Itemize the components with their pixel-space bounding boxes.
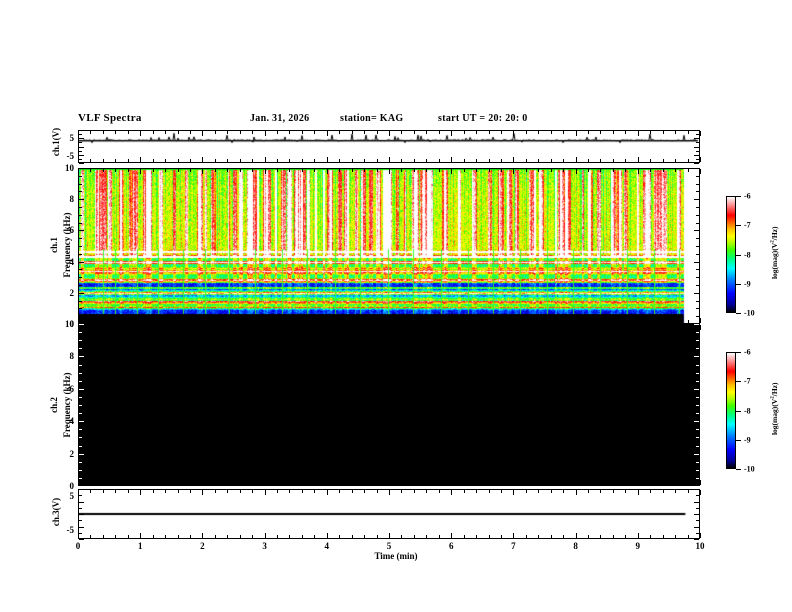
colorbar-tick-label: -8 (744, 250, 751, 259)
x-tick-label: 5 (386, 541, 392, 551)
colorbar-tick-label: -7 (744, 376, 751, 386)
tick-mark (694, 486, 699, 487)
frequency-tick-label: 4 (69, 256, 75, 267)
colorbar-tick-label: -6 (744, 191, 751, 201)
frequency-tick-label: 6 (69, 225, 75, 236)
x-tick-label: 0 (75, 541, 81, 551)
colorbar-tick (736, 225, 741, 227)
tick-mark (700, 490, 701, 495)
colorbar-tick-label: -10 (744, 464, 755, 474)
ch1v-ytick-m5: -5 (66, 151, 75, 161)
colorbar-tick (736, 313, 741, 314)
x-tick-label: 1 (137, 541, 143, 551)
tick-mark (700, 533, 701, 538)
x-tick-label: 8 (573, 541, 578, 551)
x-axis-label: Time (min) (374, 551, 418, 561)
tick-mark (79, 486, 84, 487)
header-date: Jan. 31, 2026 (250, 113, 310, 124)
tick-mark (79, 163, 84, 164)
ch3-voltage-trace (79, 490, 699, 538)
frequency-tick-label: 6 (69, 383, 75, 394)
colorbar-tick (736, 254, 741, 256)
ch1v-ytick-5: 5 (69, 133, 75, 143)
colorbar-ch2-gradient (726, 352, 736, 469)
x-tick-label: 7 (511, 541, 516, 551)
colorbar-tick-label: -7 (744, 220, 751, 230)
frequency-tick-label: 0 (69, 319, 75, 329)
x-tick-label: 4 (324, 541, 330, 551)
frequency-tick-label: 8 (69, 194, 75, 205)
colorbar-tick-label: -8 (744, 406, 751, 415)
x-tick-label: 6 (448, 541, 454, 551)
colorbar-ch1-gradient (726, 196, 736, 313)
colorbar-tick-label: -9 (744, 279, 751, 289)
ch3v-ytick-m5: -5 (66, 525, 75, 535)
colorbar-tick-label: -10 (744, 308, 755, 318)
colorbar-ch2: -6 -7 -8 -9 -10 log(mag)(V2/Hz) (726, 348, 786, 474)
tick-mark (79, 539, 84, 540)
colorbar-tick (736, 469, 741, 470)
ch1-voltage-trace (79, 131, 699, 162)
x-tick-label: 3 (262, 541, 267, 551)
tick-mark (700, 325, 701, 330)
colorbar-ch1-label: log(mag)(V2/Hz) (769, 226, 779, 280)
tick-mark (694, 539, 699, 540)
panel-ch1-voltage (78, 130, 700, 163)
figure-header: VLF Spectra Jan. 31, 2026 station= KAG s… (78, 112, 698, 128)
colorbar-tick-label: -9 (744, 435, 751, 445)
colorbar-tick (736, 352, 741, 353)
page-title: VLF Spectra (78, 112, 142, 124)
header-start-ut: start UT = 20: 20: 0 (438, 113, 528, 124)
frequency-tick-label: 2 (69, 448, 75, 459)
colorbar-tick-label: -6 (744, 347, 751, 357)
tick-mark (700, 131, 701, 136)
ch1-spectrogram-axis-label-line1: ch.1 (49, 237, 59, 253)
colorbar-tick (736, 283, 741, 285)
colorbar-tick (736, 439, 741, 441)
colorbar-ch1: -6 -7 -8 -9 -10 log(mag)(V2/Hz) (726, 192, 786, 318)
frequency-tick-label: 0 (69, 481, 75, 491)
tick-mark (694, 163, 699, 164)
tick-mark (700, 169, 701, 174)
tick-mark (700, 157, 701, 162)
frequency-tick-label: 2 (69, 287, 75, 298)
panel-ch1-spectrogram (78, 168, 700, 324)
frequency-tick-label: 10 (65, 163, 74, 173)
ch1-spectrogram-image (79, 169, 699, 323)
colorbar-tick (736, 381, 741, 383)
header-station: station= KAG (340, 113, 404, 124)
colorbar-ch1-ticks (736, 196, 742, 314)
panel-ch3-voltage (78, 489, 700, 539)
tick-mark (700, 318, 701, 323)
ch3v-ytick-5: 5 (69, 491, 75, 501)
ch2-spectrogram-axis-label-line2: Frequency (kHz) (62, 372, 72, 438)
tick-mark (700, 480, 701, 485)
colorbar-tick (736, 410, 741, 412)
x-tick-label: 2 (200, 541, 205, 551)
colorbar-ch2-label: log(mag)(V2/Hz) (769, 382, 779, 436)
ch1-spectrogram-axis-label-line2: Frequency (kHz) (62, 212, 72, 278)
frequency-tick-label: 8 (69, 351, 75, 362)
ch2-spectrogram-axis-label-line1: ch.2 (49, 397, 59, 413)
colorbar-tick (736, 196, 741, 197)
frequency-tick-label: 10 (65, 319, 74, 329)
x-tick-label: 9 (635, 541, 641, 551)
panel-ch2-spectrogram (78, 324, 700, 486)
colorbar-ch2-ticks (736, 352, 742, 470)
x-tick-label: 10 (695, 541, 705, 551)
frequency-tick-label: 4 (69, 416, 75, 427)
